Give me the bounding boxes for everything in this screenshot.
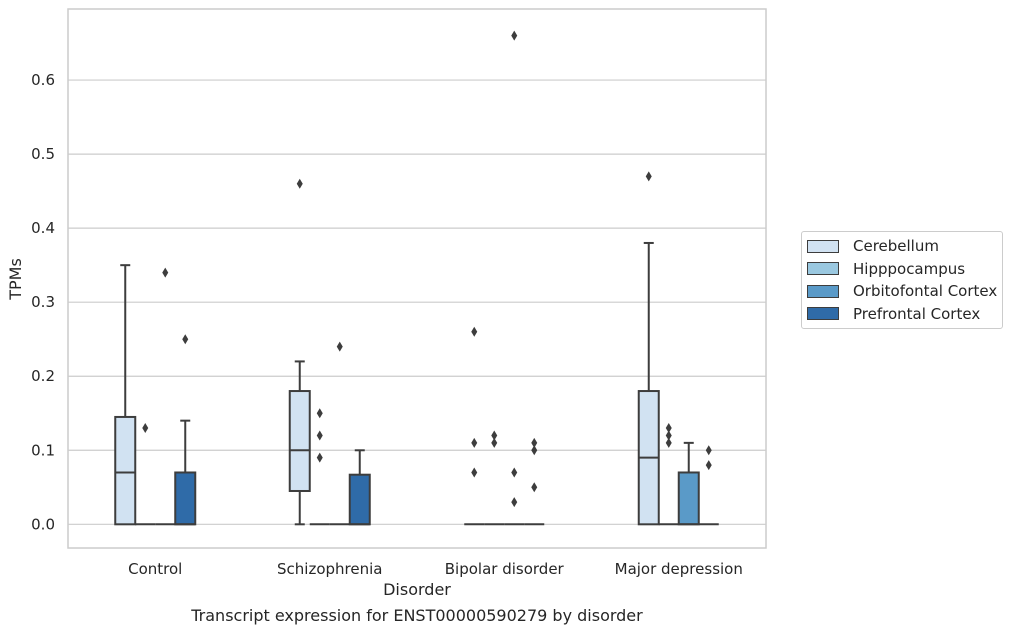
outlier-point <box>511 497 518 508</box>
outlier-point <box>336 341 343 352</box>
legend-label: Cerebellum <box>853 237 939 256</box>
y-tick-label: 0.2 <box>31 367 55 385</box>
legend-swatch-prefrontal-cortex <box>807 307 839 321</box>
box-cerebellum-major-depression <box>637 171 660 526</box>
box-prefrontal-cortex-control <box>174 334 197 526</box>
y-tick-labels: 0.0 0.1 0.2 0.3 0.4 0.5 0.6 <box>31 71 55 533</box>
y-tick-label: 0.3 <box>31 293 55 311</box>
x-tick-labels: Control Schizophrenia Bipolar disorder Majo… <box>128 560 743 578</box>
outlier-point <box>316 430 323 441</box>
box-orbitofontal-cortex-major-depression <box>677 441 700 526</box>
outlier-point <box>316 408 323 419</box>
outlier-point <box>142 423 149 434</box>
y-tick-label: 0.4 <box>31 219 55 237</box>
y-axis-label: TPMs <box>6 258 25 301</box>
y-tick-label: 0.5 <box>31 145 55 163</box>
outlier-point <box>665 423 672 434</box>
box-hipppocampus-control <box>135 423 156 526</box>
legend-swatch-orbitofrontal-cortex <box>807 284 839 298</box>
outlier-point <box>665 437 672 448</box>
legend: Cerebellum Hipppocampus Orbitofontal Cor… <box>801 231 1003 329</box>
x-tick-label: Major depression <box>615 560 743 578</box>
box-orbitofontal-cortex-schizophrenia <box>329 341 350 526</box>
outlier-point <box>296 178 303 189</box>
outlier-point <box>511 30 518 41</box>
legend-item-orbitofrontal-cortex: Orbitofontal Cortex <box>802 280 1002 303</box>
box-prefrontal-cortex-schizophrenia <box>348 449 371 526</box>
outlier-point <box>471 326 478 337</box>
outlier-point <box>162 267 169 278</box>
box-cerebellum-bipolar-disorder <box>464 326 485 526</box>
outlier-point <box>182 334 189 345</box>
legend-item-cerebellum: Cerebellum <box>802 235 1002 258</box>
x-axis-label: Disorder <box>383 580 451 599</box>
box-hipppocampus-major-depression <box>658 423 679 526</box>
outlier-point <box>531 445 538 456</box>
outlier-point <box>665 430 672 441</box>
y-tick-label: 0.1 <box>31 441 55 459</box>
outlier-point <box>471 437 478 448</box>
box-orbitofontal-cortex-control <box>155 267 176 526</box>
legend-label: Orbitofontal Cortex <box>853 282 998 301</box>
legend-swatch-cerebellum <box>807 239 839 253</box>
legend-swatch-hippocampus <box>807 262 839 276</box>
box-hipppocampus-schizophrenia <box>309 408 330 526</box>
outlier-point <box>316 452 323 463</box>
x-tick-label: Schizophrenia <box>277 560 382 578</box>
box-layer <box>114 30 719 526</box>
y-tick-label: 0.6 <box>31 71 55 89</box>
box-cerebellum-control <box>114 264 137 526</box>
legend-item-prefrontal-cortex: Prefrontal Cortex <box>802 303 1002 326</box>
box-orbitofontal-cortex-bipolar-disorder <box>504 30 525 526</box>
legend-label: Prefrontal Cortex <box>853 304 981 323</box>
x-tick-label: Control <box>128 560 182 578</box>
legend-label: Hipppocampus <box>853 259 966 278</box>
plot-frame <box>67 8 767 549</box>
outlier-point <box>471 467 478 478</box>
outlier-point <box>705 445 712 456</box>
outlier-point <box>491 437 498 448</box>
outlier-point <box>645 171 652 182</box>
box-body <box>348 473 371 526</box>
box-hipppocampus-bipolar-disorder <box>484 430 505 526</box>
box-body <box>288 390 311 492</box>
box-body <box>114 415 137 526</box>
box-body <box>174 471 197 526</box>
y-tick-label: 0.0 <box>31 515 55 533</box>
box-body <box>677 471 700 526</box>
x-tick-label: Bipolar disorder <box>445 560 565 578</box>
legend-item-hippocampus: Hipppocampus <box>802 258 1002 281</box>
outlier-point <box>511 467 518 478</box>
figure-caption: Transcript expression for ENST0000059027… <box>191 606 643 625</box>
box-prefrontal-cortex-bipolar-disorder <box>524 437 545 526</box>
box-prefrontal-cortex-major-depression <box>698 445 719 526</box>
outlier-point <box>531 482 538 493</box>
outlier-point <box>705 460 712 471</box>
outlier-point <box>491 430 498 441</box>
box-cerebellum-schizophrenia <box>288 178 311 526</box>
outlier-point <box>531 437 538 448</box>
